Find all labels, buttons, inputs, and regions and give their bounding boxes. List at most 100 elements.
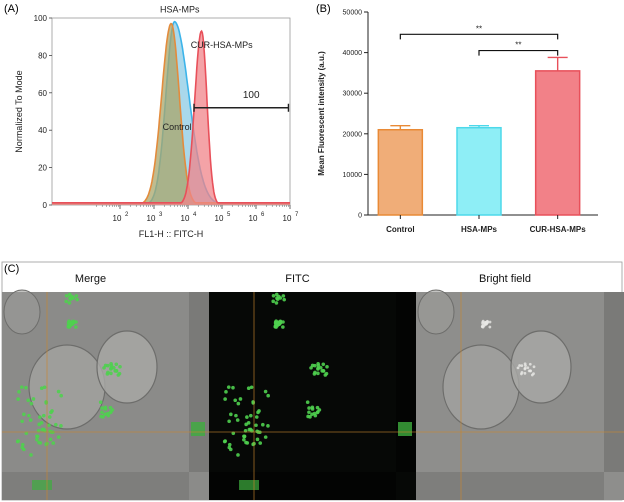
particle-bright — [532, 372, 535, 376]
fluorescent-particle — [24, 385, 28, 390]
fluorescent-particle — [35, 437, 39, 442]
particle-bright — [532, 365, 536, 369]
fluorescent-particle — [263, 389, 268, 394]
particle-bright — [516, 366, 520, 370]
particle-bright — [520, 371, 524, 374]
fluorescent-particle — [74, 325, 78, 329]
ortho-signal — [191, 422, 205, 436]
fluorescent-particle — [313, 370, 317, 375]
fluorescent-particle — [236, 401, 241, 406]
cell-body — [96, 330, 158, 404]
orthogonal-strip-right — [396, 292, 416, 472]
fluorescent-particle — [47, 415, 52, 419]
fluorescent-particle — [20, 419, 24, 424]
fluorescent-particle — [273, 324, 278, 329]
fluorescent-particle — [66, 324, 71, 329]
fluorescent-particle — [255, 437, 260, 442]
y-tick-label: 10000 — [343, 172, 363, 179]
fluorescent-particle — [75, 297, 80, 302]
fluorescent-particle — [317, 408, 322, 412]
fluorescent-particle — [282, 297, 287, 302]
particle-bright — [523, 366, 527, 370]
fluorescent-particle — [231, 385, 235, 390]
panel-label-c: (C) — [4, 263, 19, 275]
cell-body — [510, 330, 572, 404]
fluorescent-particle — [17, 390, 21, 394]
fluorescent-particle — [244, 422, 248, 427]
orthogonal-strip-right — [189, 292, 209, 472]
fluorescent-particle — [307, 406, 311, 410]
fluorescent-particle — [258, 441, 263, 445]
fluorescent-particle — [308, 415, 312, 419]
x-tick-label: 10 — [181, 214, 190, 223]
x-tick-exponent: 2 — [125, 212, 129, 218]
fluorescent-particle — [19, 385, 24, 389]
category-label: CUR-HSA-MPs — [530, 225, 587, 234]
panel-label-b: (B) — [316, 3, 331, 15]
significance-bracket — [478, 49, 559, 56]
series-label: HSA-MPs — [160, 4, 200, 14]
particle-bright — [523, 371, 527, 375]
microscopy-image — [209, 292, 416, 500]
fluorescent-particle — [112, 365, 116, 370]
microscopy-title: Merge — [75, 273, 106, 285]
fluorescent-particle — [114, 368, 119, 373]
x-tick-exponent: 7 — [295, 212, 299, 218]
fluorescent-particle — [56, 389, 61, 394]
fluorescent-particle — [41, 413, 46, 418]
fluorescent-particle — [118, 364, 122, 369]
fluorescent-particle — [307, 410, 311, 415]
fluorescent-particle — [251, 442, 255, 447]
series-label: CUR-HSA-MPs — [191, 40, 253, 50]
fluorescent-particle — [313, 363, 317, 368]
microscopy-title: Bright field — [479, 273, 531, 285]
x-tick-label: 10 — [147, 214, 156, 223]
fluorescent-particle — [102, 366, 106, 370]
fluorescent-particle — [67, 301, 72, 305]
significance-bracket — [399, 33, 559, 40]
fluorescent-particle — [100, 406, 104, 410]
fluorescent-particle — [227, 419, 231, 424]
fluorescent-particle — [31, 397, 36, 401]
fluorescent-particle — [50, 409, 54, 413]
x-tick-exponent: 3 — [159, 212, 163, 218]
fluorescent-particle — [64, 299, 68, 304]
ortho-signal — [239, 480, 259, 490]
fluorescent-particle — [224, 390, 228, 394]
fluorescent-particle — [229, 412, 233, 417]
y-tick-label: 0 — [43, 201, 48, 210]
ortho-signal — [32, 480, 52, 490]
fluorescent-particle — [22, 412, 26, 417]
x-tick-label: 10 — [249, 214, 258, 223]
orthogonal-strip-bottom — [2, 472, 189, 500]
fluorescent-particle — [37, 422, 41, 427]
fluorescent-particle — [274, 301, 279, 305]
fluorescent-particle — [233, 398, 238, 403]
fluorescent-particle — [263, 435, 268, 439]
fluorescent-particle — [316, 366, 320, 371]
fluorescent-particle — [106, 363, 110, 368]
microscopy-title: FITC — [285, 273, 309, 285]
y-tick-label: 60 — [38, 89, 47, 98]
fluorescent-particle — [48, 437, 53, 442]
fluorescent-particle — [44, 442, 48, 447]
orthogonal-strip-bottom — [416, 472, 604, 500]
fluorescent-particle — [316, 371, 320, 376]
fluorescent-particle — [309, 366, 313, 370]
fluorescent-particle — [281, 294, 286, 298]
fluorescent-particle — [226, 385, 231, 389]
y-tick-label: 40 — [38, 126, 47, 135]
fluorescent-particle — [321, 362, 326, 367]
fluorescent-particle — [321, 368, 326, 373]
y-tick-label: 50000 — [343, 10, 363, 17]
panel-label-a: (A) — [4, 3, 19, 15]
fluorescent-particle — [42, 385, 47, 390]
fluorescent-particle — [103, 405, 108, 410]
fluorescent-particle — [312, 411, 317, 416]
particle-bright — [480, 325, 484, 329]
fluorescent-particle — [28, 418, 33, 422]
fluorescent-particle — [274, 292, 279, 297]
y-tick-label: 100 — [34, 14, 48, 23]
fluorescent-particle — [242, 434, 247, 439]
